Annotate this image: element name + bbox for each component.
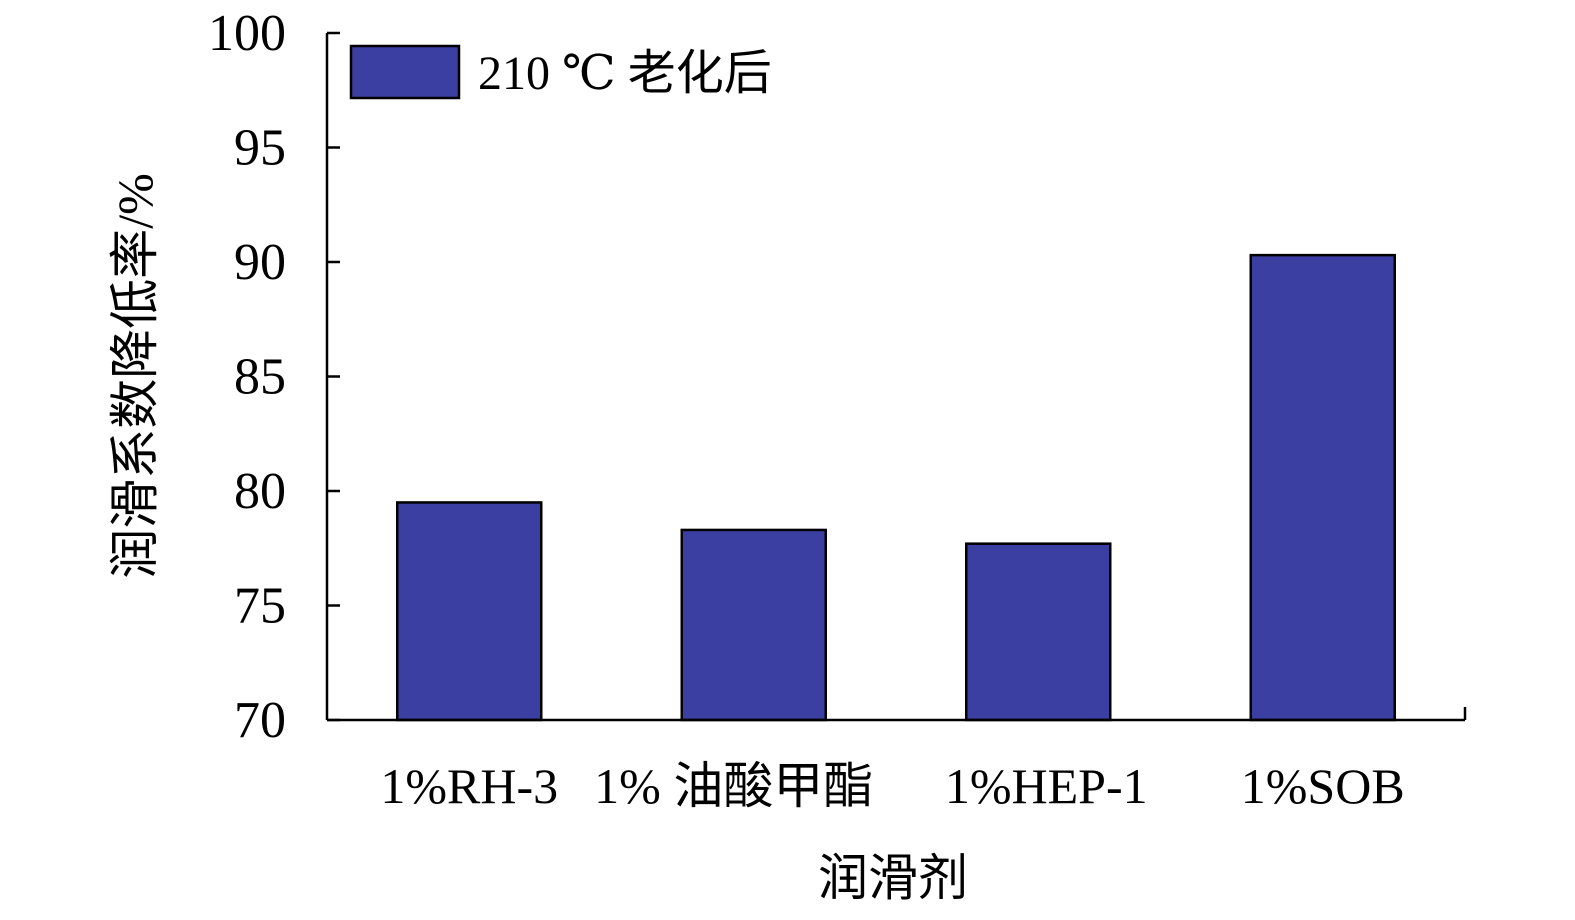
- x-category-label: 1%RH-3: [380, 758, 558, 814]
- y-axis-title: 润滑系数降低率/%: [107, 173, 163, 579]
- x-category-label: 1%SOB: [1241, 758, 1405, 814]
- legend-swatch: [349, 44, 461, 100]
- bars: [396, 253, 1396, 722]
- x-axis-category-labels: 1%RH-3 1% 油酸甲酯 1%HEP-1 1%SOB: [380, 758, 1404, 814]
- legend-label: 210 ℃ 老化后: [478, 47, 772, 100]
- x-category-label: 1% 油酸甲酯: [594, 758, 873, 814]
- bar: [396, 501, 543, 722]
- bar: [680, 528, 827, 722]
- x-axis-title: 润滑剂: [818, 850, 968, 906]
- y-tick-label: 100: [208, 5, 286, 62]
- x-category-label: 1%HEP-1: [945, 758, 1148, 814]
- y-tick-label: 80: [234, 463, 286, 520]
- y-tick-label: 90: [234, 234, 286, 291]
- y-tick-label: 70: [234, 692, 286, 749]
- y-tick-label: 95: [234, 120, 286, 177]
- y-tick-label: 85: [234, 349, 286, 406]
- y-axis-ticks: 70 75 80 85 90 95 100: [208, 5, 340, 749]
- bar: [1249, 253, 1396, 722]
- legend: 210 ℃ 老化后: [349, 44, 772, 100]
- bar: [965, 542, 1112, 722]
- y-tick-label: 75: [234, 578, 286, 635]
